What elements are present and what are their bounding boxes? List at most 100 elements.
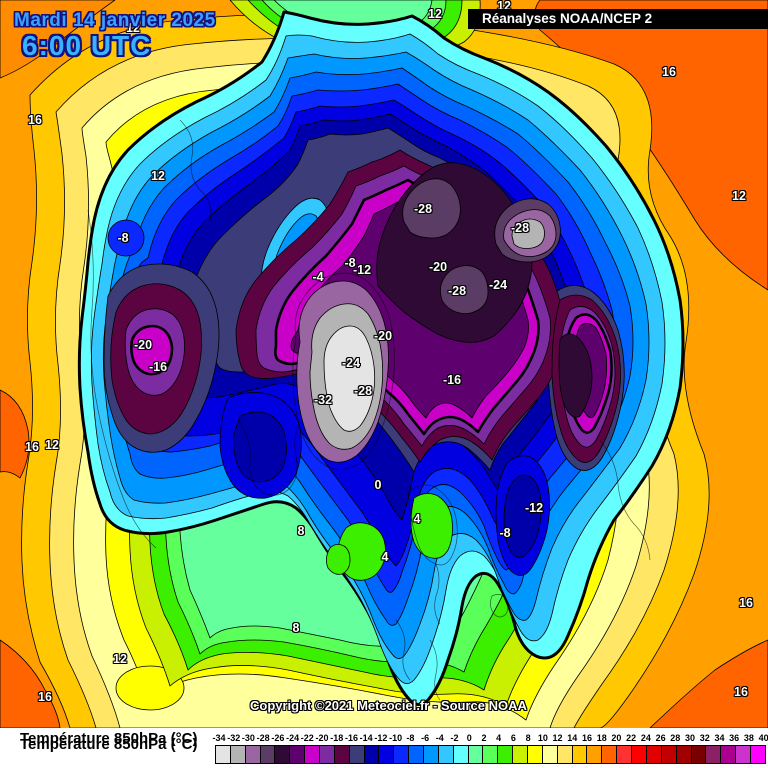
contour-label: -8 — [499, 526, 511, 540]
legend-tick-label: 30 — [685, 733, 696, 743]
model-banner: Réanalyses NOAA/NCEP 2 — [468, 9, 768, 29]
legend-color-cell — [690, 745, 707, 764]
legend-color-cell — [735, 745, 751, 764]
legend-tick-label: -14 — [359, 733, 373, 743]
legend-tick-label: 16 — [581, 733, 593, 743]
contour-label: -12 — [352, 263, 372, 277]
legend-tick-label: -28 — [256, 733, 270, 743]
date-label: Mardi 14 janvier 2025 — [14, 10, 216, 31]
legend-title-shadow-copy: Température 850hPa (°C) — [20, 736, 198, 753]
legend-tick-label: -12 — [374, 733, 388, 743]
legend-tick-label: 40 — [758, 733, 768, 743]
legend-color-cell — [408, 745, 425, 764]
legend-color-cell — [601, 745, 618, 764]
contour-label: -20 — [373, 329, 393, 343]
contour-label: 8 — [297, 524, 305, 538]
contour-label: 12 — [113, 652, 127, 666]
legend-tick-label: 36 — [729, 733, 740, 743]
legend-tick-label: -22 — [300, 733, 314, 743]
legend-tick-label: 34 — [714, 733, 725, 743]
legend-color-cell — [541, 745, 558, 764]
contour-label: -16 — [148, 360, 168, 374]
legend-tick-label: -16 — [344, 733, 358, 743]
legend-color-cell — [437, 745, 454, 764]
legend-tick-label: 24 — [640, 733, 651, 743]
legend-tick-label: 0 — [466, 733, 472, 743]
legend-tick-label: 12 — [552, 733, 563, 743]
legend-tick-label: 18 — [596, 733, 607, 743]
contour-label: -16 — [442, 373, 462, 387]
contour-label: -28 — [510, 221, 530, 235]
legend-tick-label: -6 — [421, 733, 430, 743]
legend-color-cell — [452, 745, 469, 764]
contour-label: -24 — [341, 356, 361, 370]
legend-tick-label: 6 — [510, 733, 516, 743]
contour-label: -8 — [344, 256, 356, 270]
contour-label: 12 — [428, 7, 442, 21]
contour-label: 16 — [662, 65, 676, 79]
legend-color-cell — [333, 745, 350, 764]
legend-color-cell — [512, 745, 529, 764]
legend-title: Température 850hPa (°C) — [20, 730, 198, 747]
legend-tick-label: -32 — [227, 733, 241, 743]
legend-color-cell — [749, 745, 766, 764]
legend-tick-label: -20 — [315, 733, 329, 743]
legend-color-cell — [423, 745, 439, 764]
legend-color-cell — [497, 745, 514, 764]
legend-color-cell — [571, 745, 588, 764]
contour-label: -4 — [312, 270, 324, 284]
legend-color-cell — [244, 745, 261, 764]
contour-label: -28 — [413, 202, 433, 216]
contour-label: 8 — [292, 621, 300, 635]
contour-label: 12 — [45, 438, 59, 452]
legend-tick-label: 28 — [670, 733, 681, 743]
contour-label: 16 — [38, 690, 52, 704]
legend-tick-label: -24 — [286, 733, 300, 743]
copyright-label: Copyright ©2021 Meteociel.fr - Source NO… — [250, 698, 527, 713]
legend-color-cell — [289, 745, 306, 764]
legend-color-cell — [556, 745, 573, 764]
legend-tick-label: 8 — [525, 733, 531, 743]
legend-tick-label: 10 — [537, 733, 548, 743]
legend-tick-label: 20 — [611, 733, 622, 743]
legend-tick-label: -4 — [435, 733, 444, 743]
legend-tick-label: 32 — [699, 733, 710, 743]
legend-color-cell — [482, 745, 499, 764]
legend-color-cell — [616, 745, 633, 764]
contour-label: 12 — [126, 21, 140, 35]
contour-label: 16 — [739, 596, 753, 610]
legend-color-cell — [645, 745, 662, 764]
legend-color-cell — [319, 745, 335, 764]
legend-tick-label: 22 — [626, 733, 637, 743]
legend-tick-label: -2 — [450, 733, 459, 743]
contour-label: 12 — [151, 169, 165, 183]
legend-color-cell — [467, 745, 484, 764]
legend-color-cell — [675, 745, 692, 764]
contour-label: -20 — [133, 338, 153, 352]
contour-label: 16 — [734, 685, 748, 699]
contour-label: 0 — [374, 478, 382, 492]
legend-color-cell — [660, 745, 677, 764]
legend-bar: Température 850hPa (°C) Température 850h… — [0, 728, 768, 768]
legend-tick-label: 4 — [496, 733, 502, 743]
contour-label: 16 — [25, 440, 39, 454]
legend-color-cell — [363, 745, 380, 764]
legend-color-cell — [304, 745, 321, 764]
legend-tick-label: -10 — [389, 733, 403, 743]
contour-label: -28 — [353, 384, 373, 398]
contour-label: -28 — [447, 284, 467, 298]
legend-tick-label: 26 — [655, 733, 666, 743]
time-label: 6:00 UTC — [22, 30, 152, 61]
legend-color-cell — [215, 745, 231, 764]
legend-tick-label: -8 — [406, 733, 415, 743]
contour-label: -8 — [117, 231, 129, 245]
contour-label: 4 — [413, 512, 421, 526]
legend-color-scale — [215, 745, 766, 764]
contour-label: -24 — [488, 278, 508, 292]
legend-tick-label: -18 — [330, 733, 344, 743]
legend-color-cell — [527, 745, 543, 764]
contour-label: -20 — [428, 260, 448, 274]
legend-color-cell — [393, 745, 410, 764]
legend-color-cell — [274, 745, 291, 764]
